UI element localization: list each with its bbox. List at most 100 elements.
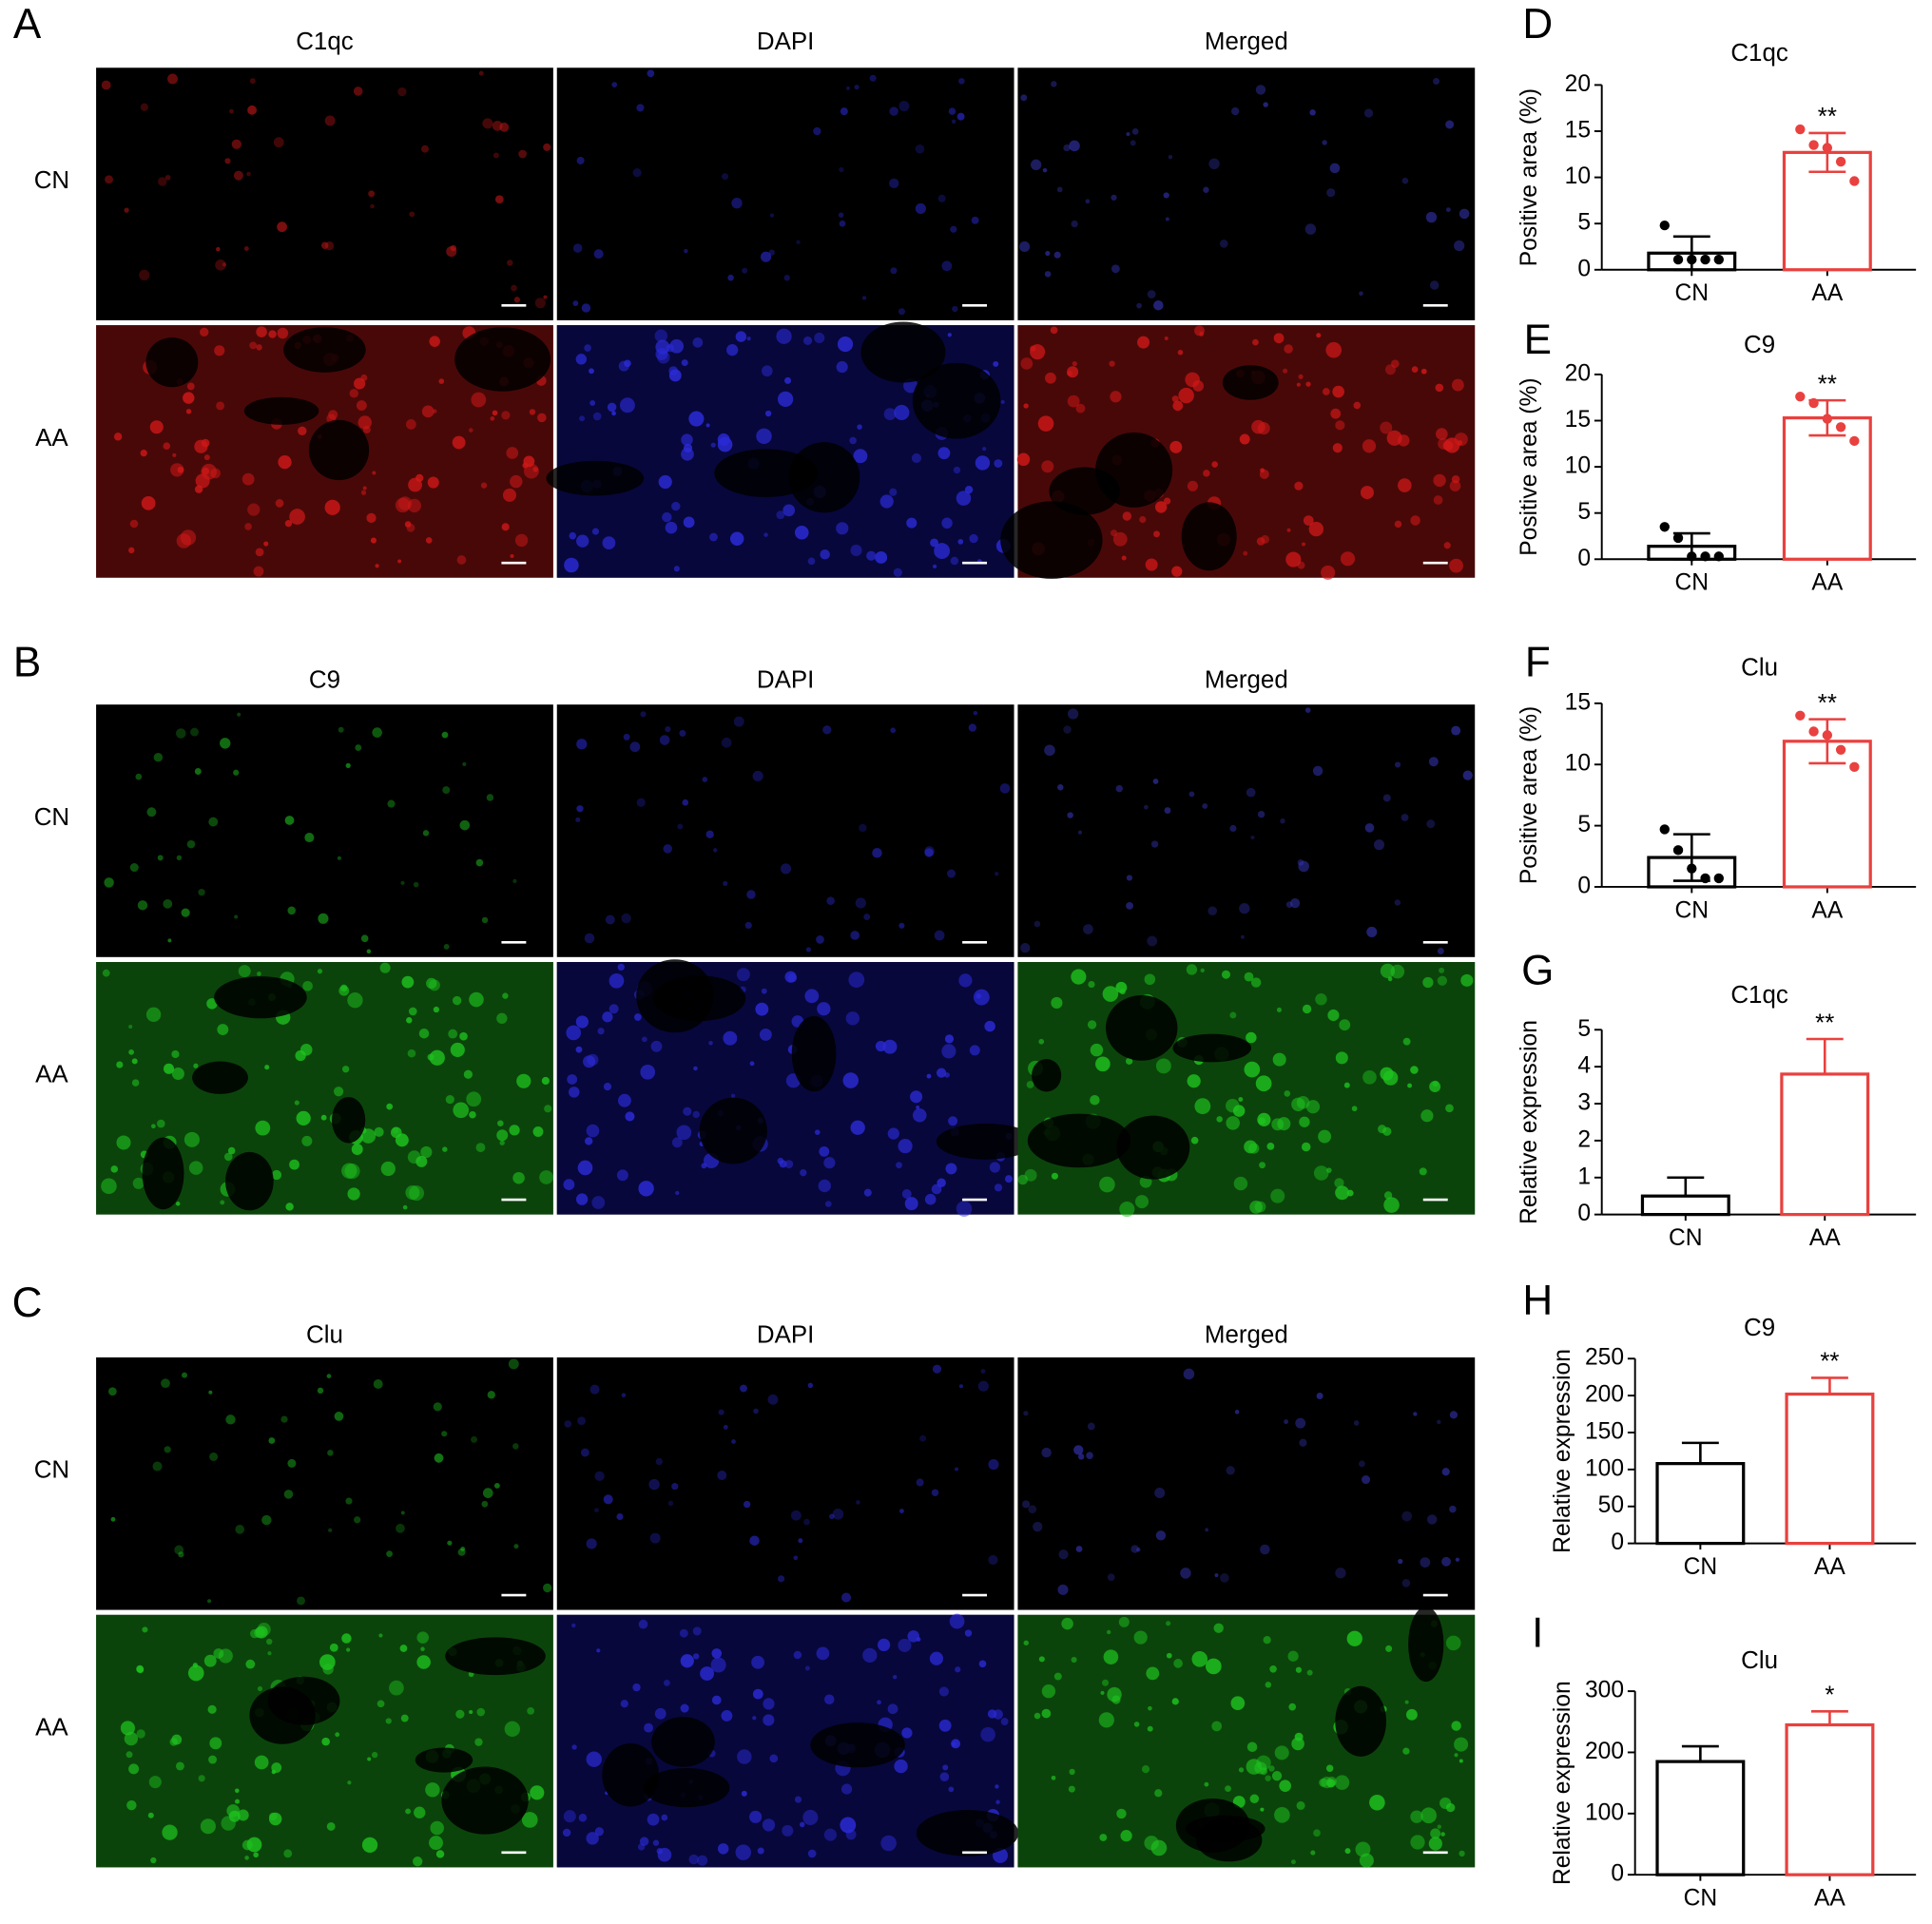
cell — [697, 1855, 708, 1866]
cell — [619, 397, 635, 414]
cell — [941, 517, 953, 529]
cell — [1335, 1051, 1348, 1065]
cell — [341, 1066, 350, 1073]
cell — [898, 1638, 912, 1652]
cell — [1177, 349, 1184, 356]
cell — [912, 1107, 927, 1123]
cell — [572, 300, 579, 306]
cell — [757, 1847, 764, 1855]
lumen — [1335, 1685, 1387, 1757]
cell — [1268, 1765, 1275, 1772]
chart-title: C9 — [1744, 332, 1775, 358]
cell — [1402, 1747, 1410, 1755]
cell — [1068, 1785, 1075, 1793]
cell — [839, 166, 844, 173]
cell — [543, 143, 551, 151]
y-tick-label: 300 — [1585, 1678, 1624, 1703]
cell — [163, 898, 173, 909]
cell — [408, 1007, 417, 1016]
cell — [790, 1510, 802, 1521]
cell — [951, 119, 956, 125]
cell — [1358, 1460, 1365, 1468]
cell — [487, 1391, 495, 1399]
cell — [995, 871, 999, 876]
cell — [128, 1763, 140, 1775]
micrograph — [556, 959, 1035, 1217]
cell — [804, 1665, 810, 1671]
cell — [856, 1500, 860, 1505]
cell — [532, 1126, 544, 1137]
cell — [1126, 131, 1130, 137]
cell — [818, 1179, 831, 1193]
cell — [1148, 1705, 1152, 1711]
column-header: Merged — [1205, 666, 1288, 693]
cell — [880, 1835, 897, 1852]
micrograph-bg — [96, 1356, 553, 1610]
lumen — [699, 1097, 767, 1164]
data-point — [1700, 873, 1710, 884]
cell — [541, 1076, 550, 1086]
cell — [1022, 1500, 1031, 1509]
cell — [854, 85, 860, 90]
panel-letter: G — [1521, 947, 1554, 993]
cell — [1152, 779, 1159, 784]
cell — [1234, 1410, 1240, 1414]
cell — [284, 816, 295, 825]
cell — [893, 568, 902, 577]
cell — [263, 541, 269, 547]
micrograph — [1017, 67, 1476, 320]
cell — [652, 1839, 660, 1846]
cell — [1373, 839, 1385, 851]
cell — [654, 329, 668, 342]
cell — [800, 1169, 807, 1177]
cell — [450, 1042, 465, 1057]
row-label: CN — [34, 167, 69, 194]
cell — [1020, 942, 1031, 953]
cell — [361, 1837, 378, 1853]
cell — [956, 1201, 973, 1217]
lumen — [441, 1766, 529, 1835]
cell — [1249, 1200, 1263, 1214]
cell — [210, 468, 222, 479]
cell — [1323, 388, 1330, 395]
cell — [662, 511, 672, 523]
cell — [1090, 1095, 1100, 1106]
cell — [499, 1140, 505, 1145]
cell — [1130, 1545, 1139, 1553]
cell — [683, 516, 695, 529]
cell — [1305, 381, 1311, 387]
cell — [513, 1544, 519, 1549]
cell — [692, 1653, 700, 1660]
cell — [1244, 972, 1254, 982]
cell — [1203, 186, 1209, 193]
cell — [203, 454, 210, 461]
cell — [1051, 1775, 1056, 1780]
cell — [1119, 1201, 1135, 1218]
cell — [1413, 1412, 1418, 1416]
cell — [621, 913, 631, 924]
y-tick-label: 200 — [1585, 1739, 1624, 1764]
cell — [988, 1554, 998, 1566]
cell — [756, 428, 772, 445]
cell — [784, 1160, 794, 1169]
y-axis-label: Positive area (%) — [1517, 88, 1542, 266]
cell — [1110, 391, 1122, 403]
cell — [148, 1776, 162, 1789]
cell — [175, 1202, 181, 1206]
cell — [421, 405, 435, 418]
micrograph — [1017, 1356, 1476, 1610]
cell — [581, 303, 591, 313]
cell — [277, 221, 287, 233]
cell — [234, 914, 239, 919]
cell — [285, 1202, 294, 1211]
cell — [459, 819, 471, 831]
cell — [1276, 1007, 1283, 1012]
cell — [136, 1729, 145, 1739]
cell — [482, 1488, 493, 1498]
cell — [1226, 1098, 1240, 1113]
cell — [602, 1011, 613, 1023]
cell — [207, 1704, 217, 1714]
panel-letter: F — [1525, 639, 1551, 685]
cell — [763, 532, 768, 537]
cell — [1249, 1794, 1260, 1804]
